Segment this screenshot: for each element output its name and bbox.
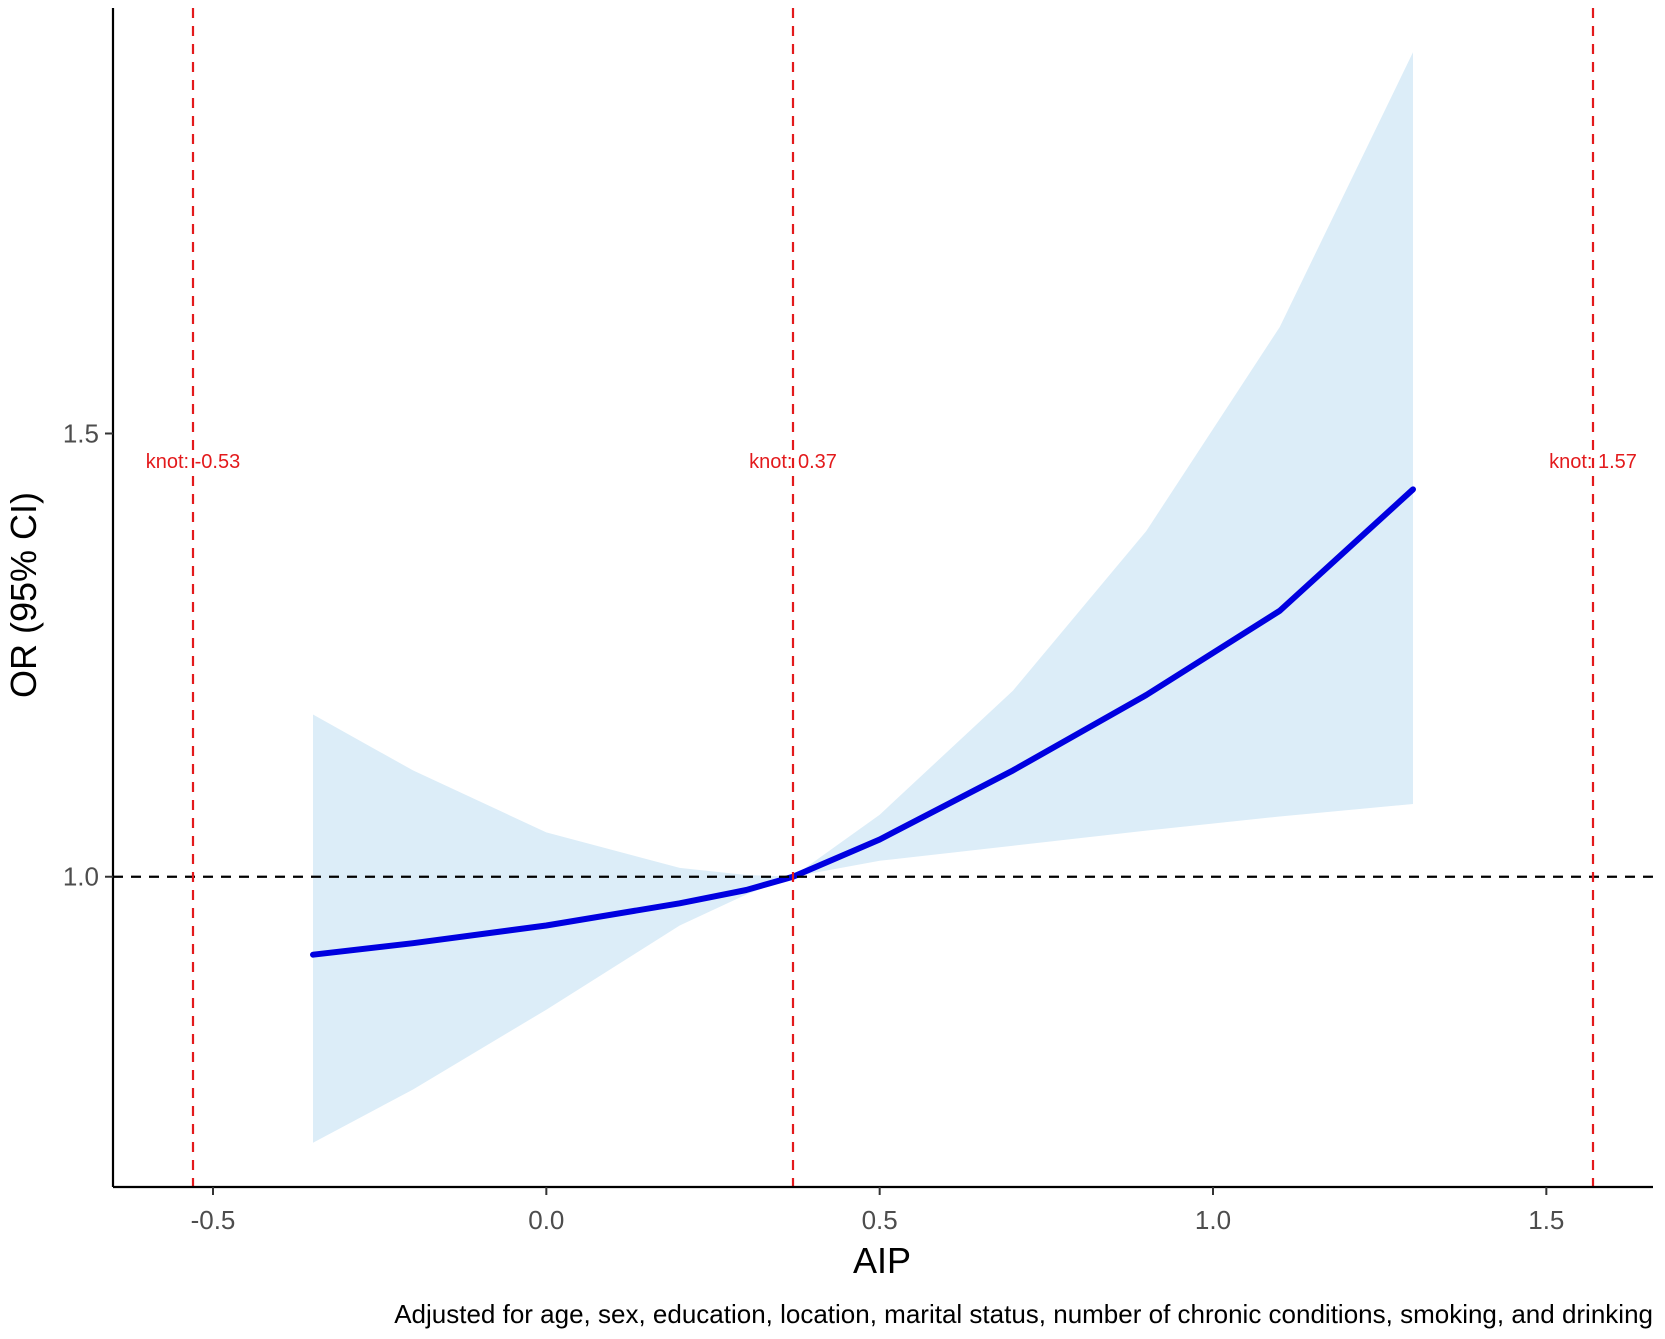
y-tick-label: 1.0 xyxy=(63,862,99,892)
tick-labels-layer: -0.5 0.0 0.5 1.0 1.5 1.0 1.5 xyxy=(63,419,1565,1235)
knot-label: knot: 0.37 xyxy=(749,451,837,473)
confidence-band-layer xyxy=(313,52,1413,1143)
knot-label: knot: 1.57 xyxy=(1549,451,1637,473)
x-tick-label: 1.5 xyxy=(1528,1205,1564,1235)
y-tick-label: 1.5 xyxy=(63,419,99,449)
x-tick-label: -0.5 xyxy=(191,1205,236,1235)
chart-caption: Adjusted for age, sex, education, locati… xyxy=(394,1299,1653,1329)
axes-layer xyxy=(105,8,1653,1195)
y-axis-title: OR (95% CI) xyxy=(3,492,44,698)
x-tick-label: 1.0 xyxy=(1195,1205,1231,1235)
x-axis-title: AIP xyxy=(853,1240,911,1281)
knot-lines-layer: knot: -0.53 knot: 0.37 knot: 1.57 xyxy=(146,8,1637,1187)
knot-label: knot: -0.53 xyxy=(146,451,241,473)
confidence-band xyxy=(313,52,1413,1143)
x-tick-label: 0.0 xyxy=(528,1205,564,1235)
x-tick-label: 0.5 xyxy=(862,1205,898,1235)
